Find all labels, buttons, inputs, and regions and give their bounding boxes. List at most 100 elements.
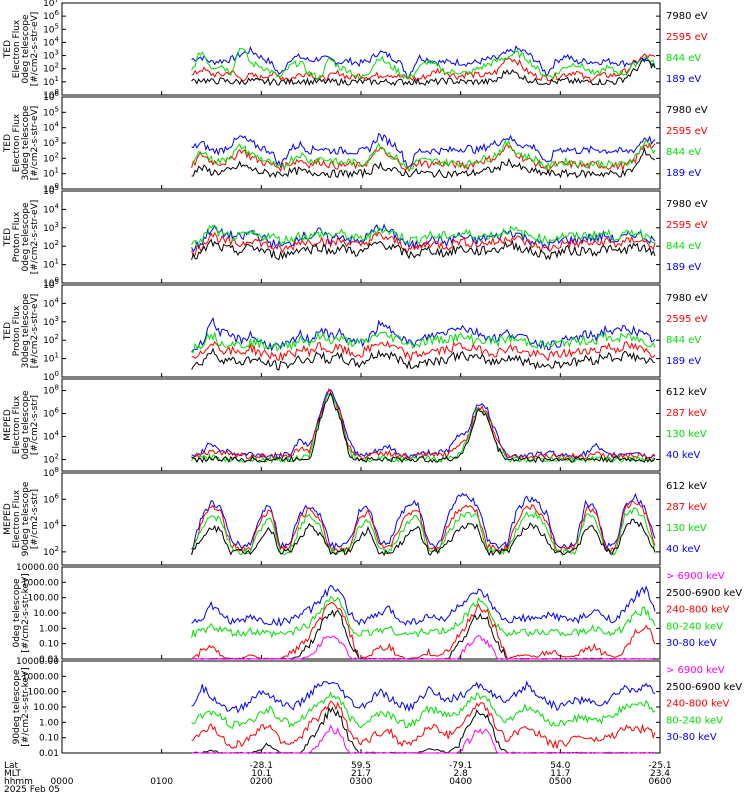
y-tick-label: 100.00 <box>28 688 60 698</box>
series-line-red <box>191 340 656 363</box>
y-tick-label: 104 <box>43 35 59 48</box>
y-tick-label: 103 <box>43 49 59 62</box>
y-tick-label: 0.10 <box>39 734 59 744</box>
panel-frame <box>61 96 661 190</box>
series-line-green <box>191 691 656 729</box>
y-tick-label: 0.01 <box>39 749 59 759</box>
y-tick-label: 102 <box>43 545 59 558</box>
legend-entry: 2595 eV <box>666 32 708 43</box>
y-tick-label: 103 <box>43 315 59 328</box>
series-line-magenta <box>191 635 656 660</box>
legend-entry: 30-80 keV <box>666 732 717 743</box>
legend-entry: 2595 eV <box>666 314 708 325</box>
legend-entry: 7980 eV <box>666 11 708 22</box>
legend-entry: 7980 eV <box>666 293 708 304</box>
y-tick-label: 102 <box>43 239 59 252</box>
y-tick-label: 106 <box>43 492 59 505</box>
panel-6: 102 104 106 108 MEPED Electron Flux 90deg tele… <box>3 466 707 566</box>
y-axis-label: Electron Flux <box>12 19 22 78</box>
legend-entry: 189 eV <box>666 168 701 179</box>
series-line-green <box>191 138 656 171</box>
series-line-blue <box>191 389 656 460</box>
y-tick-label: 101 <box>43 352 59 365</box>
y-tick-label: 107 <box>43 0 59 9</box>
series-line-blue <box>191 680 656 714</box>
y-axis-label: 90deg telescope <box>21 481 31 556</box>
y-tick-label: 103 <box>43 221 59 234</box>
time-value: 0300 <box>350 777 373 787</box>
y-tick-label: 101 <box>43 258 59 271</box>
panel-frame <box>61 566 661 660</box>
y-tick-label: 105 <box>43 105 59 118</box>
y-axis-label: TED <box>3 322 13 341</box>
legend-entry: 844 eV <box>666 53 701 64</box>
y-axis-label: 0deg telescope <box>12 578 22 648</box>
legend-entry: 189 eV <box>666 262 701 273</box>
lat-value: 54.0 <box>550 761 570 771</box>
y-tick-label: 104 <box>43 202 59 215</box>
series-line-red <box>191 142 656 174</box>
series-line-red <box>191 700 656 750</box>
legend-entry: 2500-6900 keV <box>666 588 742 599</box>
y-axis-label: TED <box>3 40 13 59</box>
series-line-black <box>191 518 656 557</box>
mlt-value: 2.8 <box>454 769 469 779</box>
series-line-green <box>191 507 656 557</box>
series-line-black <box>191 347 656 371</box>
legend-entry: 2595 eV <box>666 126 708 137</box>
y-axis-label: [#/cm2-s-str-eV] <box>30 294 40 369</box>
y-axis-label: [#/cm2-s-str-eV] <box>30 200 40 275</box>
y-tick-label: 10000.00 <box>16 657 59 667</box>
y-tick-label: 101 <box>43 75 59 88</box>
legend-entry: 30-80 keV <box>666 638 717 649</box>
panel-5: 102 104 106 108 MEPED Electron Flux 0deg teles… <box>3 378 707 472</box>
y-tick-label: 1.00 <box>39 718 59 728</box>
series-line-blue <box>191 132 656 169</box>
y-tick-label: 0.01 <box>39 655 59 665</box>
series-line-green <box>191 47 656 81</box>
series-line-green <box>191 331 656 354</box>
legend-entry: 7980 eV <box>666 199 708 210</box>
y-tick-label: 104 <box>43 121 59 134</box>
series-line-red <box>191 231 656 258</box>
lat-value: -25.1 <box>648 761 671 771</box>
y-tick-label: 101 <box>43 167 59 180</box>
y-tick-label: 0.10 <box>39 640 59 650</box>
mlt-value: 21.7 <box>351 769 371 779</box>
y-tick-label: 108 <box>43 466 59 479</box>
legend-entry: 2595 eV <box>666 220 708 231</box>
y-axis-label: [#/cm2-s-str] <box>30 489 40 549</box>
legend-entry: 40 keV <box>666 544 700 555</box>
mlt-value: 10.1 <box>251 769 271 779</box>
series-line-black <box>191 391 656 464</box>
y-tick-label: 106 <box>43 407 59 420</box>
y-tick-label: 1.00 <box>39 624 59 634</box>
y-axis-label: 30deg telescope <box>21 105 31 180</box>
y-tick-label: 1000.00 <box>22 672 59 682</box>
legend-entry: 2500-6900 keV <box>666 682 742 693</box>
time-value: 0400 <box>449 777 472 787</box>
y-tick-label: 105 <box>43 22 59 35</box>
legend-entry: 844 eV <box>666 241 701 252</box>
legend-entry: 612 keV <box>666 387 707 398</box>
series-line-blue <box>191 492 656 551</box>
y-axis-label: 0deg telescope <box>21 14 31 84</box>
legend-entry: 130 keV <box>666 429 707 440</box>
y-axis-label: 0deg telescope <box>21 202 31 272</box>
legend-entry: 80-240 keV <box>666 715 723 726</box>
legend-entry: > 6900 keV <box>666 665 725 676</box>
lat-value: 59.5 <box>351 761 371 771</box>
panel-8: 10000.00 1000.00 100.00 10.00 1.00 0.10 0.01 90… <box>12 657 742 759</box>
y-tick-label: 106 <box>43 9 59 22</box>
y-axis-label: MEPED <box>3 503 13 535</box>
series-line-magenta <box>191 724 656 754</box>
y-axis-label: 0deg telescope <box>21 390 31 460</box>
y-axis-label: 30deg telescope <box>21 293 31 368</box>
mlt-value: 23.4 <box>650 769 670 779</box>
time-value: 0600 <box>649 777 672 787</box>
